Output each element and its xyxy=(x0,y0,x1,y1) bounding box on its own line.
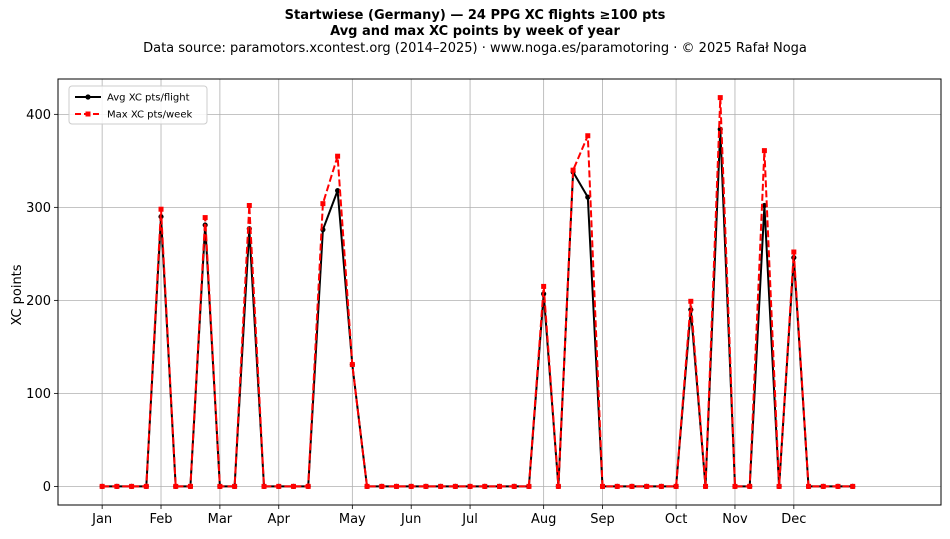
max-data-point xyxy=(158,206,164,212)
max-data-point xyxy=(232,483,238,489)
avg-data-point xyxy=(761,202,768,209)
max-data-point xyxy=(379,483,385,489)
plot-frame xyxy=(57,78,942,506)
max-data-point xyxy=(349,362,355,368)
legend-marker xyxy=(85,94,91,100)
y-tick-label: 200 xyxy=(26,294,51,309)
max-data-point xyxy=(452,483,458,489)
x-tick-label: Feb xyxy=(150,512,173,527)
x-tick-label: Aug xyxy=(531,512,556,527)
max-data-point xyxy=(806,483,812,489)
y-tick-label: 400 xyxy=(26,108,51,123)
max-data-point xyxy=(614,483,620,489)
max-data-point xyxy=(438,483,444,489)
y-tick-label: 0 xyxy=(43,480,51,495)
max-data-point xyxy=(732,483,738,489)
max-data-point xyxy=(761,148,767,154)
x-tick-label: Dec xyxy=(781,512,806,527)
max-data-point xyxy=(820,483,826,489)
y-axis-label: XC points xyxy=(10,264,25,325)
legend-marker xyxy=(85,111,91,117)
max-data-point xyxy=(541,283,547,289)
max-data-point xyxy=(276,483,282,489)
avg-data-point xyxy=(585,194,591,200)
max-data-point xyxy=(688,298,694,304)
x-tick-label: Jun xyxy=(400,512,421,527)
max-data-point xyxy=(320,201,326,207)
chart-source: Data source: paramotors.xcontest.org (20… xyxy=(143,41,807,56)
x-tick-label: Mar xyxy=(208,512,233,527)
max-data-point xyxy=(482,483,488,489)
max-data-point xyxy=(393,483,399,489)
max-data-point xyxy=(261,483,267,489)
max-data-point xyxy=(173,483,179,489)
max-data-point xyxy=(835,483,841,489)
max-data-point xyxy=(658,483,664,489)
max-data-point xyxy=(408,483,414,489)
grid xyxy=(58,79,941,505)
x-tick-label: Jan xyxy=(91,512,112,527)
x-tick-label: Oct xyxy=(665,512,687,527)
legend-label: Max XC pts/week xyxy=(107,110,192,121)
max-data-point xyxy=(585,133,591,139)
max-data-point xyxy=(791,249,797,255)
max-data-point xyxy=(246,202,252,208)
max-data-point xyxy=(497,483,502,489)
max-data-point xyxy=(717,95,723,101)
avg-data-point xyxy=(335,188,341,194)
x-tick-label: Nov xyxy=(722,512,748,527)
y-tick-label: 100 xyxy=(26,387,51,402)
chart-titles: Startwiese (Germany) — 24 PPG XC flights… xyxy=(0,8,950,58)
max-data-point xyxy=(703,483,709,489)
max-data-point xyxy=(364,483,370,489)
chart-subtitle: Avg and max XC points by week of year xyxy=(330,24,620,39)
avg-series-line xyxy=(102,128,853,488)
max-data-point xyxy=(467,483,473,489)
x-tick-label: Jul xyxy=(461,512,478,527)
y-tick-label: 300 xyxy=(26,201,51,216)
max-data-point xyxy=(776,483,782,489)
max-data-point xyxy=(511,483,517,489)
max-data-point xyxy=(423,483,429,489)
max-data-point xyxy=(99,483,105,489)
max-data-point xyxy=(850,483,856,489)
max-series-line xyxy=(102,96,853,488)
max-data-point xyxy=(129,483,135,489)
max-data-point xyxy=(143,483,149,489)
max-data-point xyxy=(114,483,120,489)
max-data-point xyxy=(629,483,635,489)
max-data-point xyxy=(217,483,223,489)
max-data-point xyxy=(305,483,311,489)
max-data-point xyxy=(570,167,576,173)
x-tick-label: Apr xyxy=(268,512,291,527)
x-tick-label: Sep xyxy=(590,512,615,527)
max-data-point xyxy=(555,483,561,489)
axes: Jan Feb Mar Apr May Jun Jul Aug Sep Oct Nov Dec 0 100… xyxy=(26,108,806,527)
max-data-point xyxy=(526,483,532,489)
max-data-point xyxy=(600,483,606,489)
max-data-point xyxy=(335,153,341,159)
x-tick-label: May xyxy=(339,512,366,527)
max-data-point xyxy=(202,215,208,221)
legend-label: Avg XC pts/flight xyxy=(107,93,190,104)
chart-title: Startwiese (Germany) — 24 PPG XC flights… xyxy=(284,8,666,23)
legend-box xyxy=(68,85,208,125)
series-layer xyxy=(99,95,856,489)
max-data-point xyxy=(644,483,650,489)
legend: Avg XC pts/flight Max XC pts/week xyxy=(68,85,208,125)
max-data-point xyxy=(187,483,193,489)
max-data-point xyxy=(290,483,296,489)
max-data-point xyxy=(673,483,679,489)
max-data-point xyxy=(747,483,753,489)
